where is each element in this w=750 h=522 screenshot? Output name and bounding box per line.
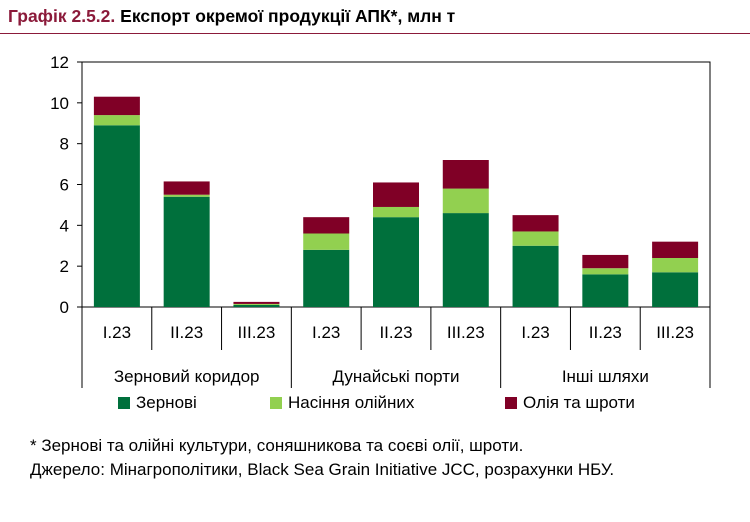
y-tick-label: 0 xyxy=(60,298,69,317)
x-tick-label: II.23 xyxy=(379,323,412,342)
bar-segment-1 xyxy=(582,274,629,307)
group-label: Зерновий коридор xyxy=(114,367,260,386)
bar-segment-1 xyxy=(163,196,210,307)
bar-segment-2 xyxy=(163,194,210,197)
legend-swatch xyxy=(505,397,517,409)
bar-segment-3 xyxy=(582,254,629,269)
y-tick-label: 4 xyxy=(60,216,69,235)
y-tick-label: 10 xyxy=(50,94,69,113)
bar-segment-2 xyxy=(652,258,699,273)
legend-label: Насіння олійних xyxy=(288,393,415,412)
bar-segment-2 xyxy=(442,188,489,214)
x-tick-label: I.23 xyxy=(521,323,549,342)
x-tick-label: III.23 xyxy=(447,323,485,342)
y-tick-label: 12 xyxy=(50,53,69,72)
stacked-bar-chart: 0 2 4 6 8 10 12 I.23 II.23 III.23 I.23 II.23 III.23 I… xyxy=(50,53,711,412)
bar-segment-1 xyxy=(303,249,350,307)
bar-segment-3 xyxy=(93,96,140,116)
bar-segment-2 xyxy=(512,231,559,246)
group-label: Інші шляхи xyxy=(562,367,649,386)
x-tick-label: I.23 xyxy=(103,323,131,342)
x-tick-label: II.23 xyxy=(170,323,203,342)
x-tick-label: I.23 xyxy=(312,323,340,342)
bar-segment-3 xyxy=(442,160,489,189)
legend-swatch xyxy=(270,397,282,409)
bar-segment-2 xyxy=(303,233,350,250)
bar-segment-1 xyxy=(373,217,419,307)
title-rule xyxy=(0,33,750,34)
chart-title: Графік 2.5.2. Експорт окремої продукції … xyxy=(8,6,455,27)
x-tick-label: III.23 xyxy=(238,323,276,342)
y-tick-label: 2 xyxy=(60,257,69,276)
chart-title-text: Експорт окремої продукції АПК*, млн т xyxy=(120,6,456,26)
bar-segment-3 xyxy=(652,241,699,258)
footnote: * Зернові та олійні культури, соняшников… xyxy=(30,434,748,482)
bar-segment-1 xyxy=(512,245,559,307)
bar-segment-2 xyxy=(582,268,629,275)
x-tick-label: III.23 xyxy=(656,323,694,342)
y-tick-label: 8 xyxy=(60,135,69,154)
x-tick-label: II.23 xyxy=(589,323,622,342)
bar-segment-1 xyxy=(442,213,489,307)
legend-label: Зернові xyxy=(136,393,197,412)
bar-segment-1 xyxy=(652,272,699,307)
bar-segment-3 xyxy=(373,182,419,207)
footnote-source: Джерело: Мінагрополітики, Black Sea Grai… xyxy=(30,460,615,479)
legend-swatch xyxy=(118,397,130,409)
bar-segment-2 xyxy=(93,115,140,126)
y-tick-label: 6 xyxy=(60,176,69,195)
legend-label: Олія та шроти xyxy=(523,393,635,412)
bar-segment-2 xyxy=(373,206,419,218)
bar-segment-2 xyxy=(233,303,280,305)
group-label: Дунайські порти xyxy=(332,367,459,386)
bar-segment-3 xyxy=(163,181,210,195)
bar-segment-1 xyxy=(233,304,280,307)
bar-segment-3 xyxy=(512,215,559,232)
bar-segment-1 xyxy=(93,125,140,308)
footnote-note: * Зернові та олійні культури, соняшников… xyxy=(30,436,524,455)
chart-number: Графік 2.5.2. xyxy=(8,6,116,26)
bar-segment-3 xyxy=(303,217,350,234)
bar-segment-3 xyxy=(233,301,280,304)
